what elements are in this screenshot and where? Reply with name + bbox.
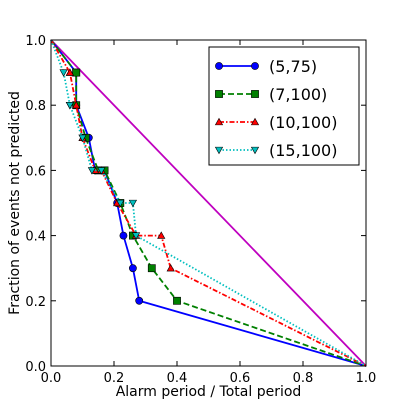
x-tick-label: 0.8 (293, 371, 314, 386)
legend-item: (15,100) (214, 141, 337, 160)
data-point (119, 231, 128, 240)
axis-ticks: 0.0 0.2 0.4 0.6 0.8 1.0 0.0 0.2 0.4 0.6 0.8 1.0 (25, 34, 376, 386)
legend-label: (10,100) (269, 113, 337, 132)
legend-marker (250, 117, 260, 126)
x-tick-label: 0.6 (230, 371, 251, 386)
legend-marker (214, 117, 224, 126)
data-point (72, 68, 81, 77)
legend-marker (251, 62, 259, 70)
legend-label: (15,100) (269, 141, 337, 160)
legend: (5,75) (7,100) (10,100) (15,100) (208, 46, 360, 166)
data-point (87, 167, 97, 175)
legend-item: (5,75) (215, 57, 317, 76)
data-point (128, 264, 137, 273)
data-point (128, 199, 138, 208)
legend-marker (251, 90, 259, 98)
legend-marker (215, 90, 223, 98)
x-tick-label: 0.2 (104, 371, 125, 386)
data-point (59, 69, 68, 77)
series-line (50, 39, 367, 367)
data-point (78, 134, 87, 143)
data-point (65, 102, 75, 110)
series-layer (50, 39, 367, 367)
data-point (173, 296, 181, 305)
data-point (147, 264, 156, 273)
legend-marker (250, 146, 260, 155)
plot-area-frame (50, 39, 367, 367)
data-point (157, 231, 166, 239)
data-point (166, 263, 175, 272)
data-point (116, 199, 125, 208)
reference-diagonal-line (50, 39, 367, 367)
y-tick-label: 0.4 (25, 230, 46, 245)
legend-item: (10,100) (214, 113, 337, 132)
y-tick-label: 0.2 (25, 295, 46, 310)
x-axis-label: Alarm period / Total period (116, 384, 302, 400)
data-point (135, 296, 144, 305)
y-tick-label: 1.0 (25, 34, 46, 49)
x-tick-label: 0.0 (41, 371, 62, 386)
legend-marker (214, 146, 224, 155)
legend-label: (7,100) (269, 85, 327, 104)
reference-line-layer (50, 39, 367, 367)
data-point (131, 232, 141, 240)
x-tick-label: 1.0 (356, 371, 377, 386)
y-tick-label: 0.8 (25, 99, 46, 114)
data-point (72, 100, 81, 109)
data-point (65, 68, 75, 76)
y-axis-label: Fraction of events not predicted (7, 91, 23, 315)
x-tick-label: 0.4 (167, 371, 188, 386)
series-4 (50, 39, 367, 367)
y-tick-label: 0.6 (25, 164, 46, 179)
legend-marker (215, 62, 223, 70)
y-tick-label: 0.0 (25, 360, 46, 375)
legend-label: (5,75) (269, 57, 317, 76)
data-point (97, 167, 106, 175)
legend-item: (7,100) (215, 85, 327, 104)
